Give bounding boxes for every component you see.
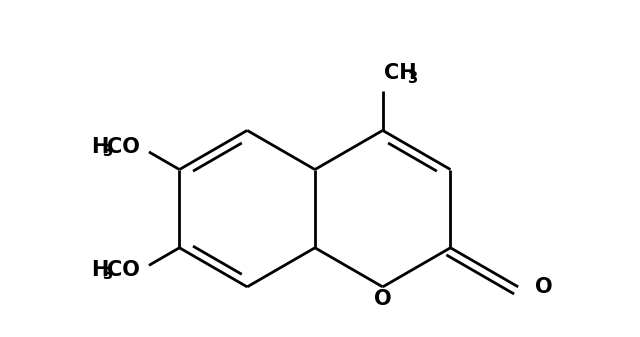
Text: CH: CH (385, 63, 417, 83)
Text: CO: CO (107, 260, 140, 280)
Text: 3: 3 (102, 144, 112, 159)
Text: O: O (374, 289, 392, 309)
Text: H: H (91, 260, 108, 280)
Text: 3: 3 (102, 267, 112, 282)
Text: 3: 3 (406, 71, 417, 86)
Text: CO: CO (107, 137, 140, 157)
Text: O: O (534, 277, 552, 297)
Text: H: H (91, 137, 108, 157)
